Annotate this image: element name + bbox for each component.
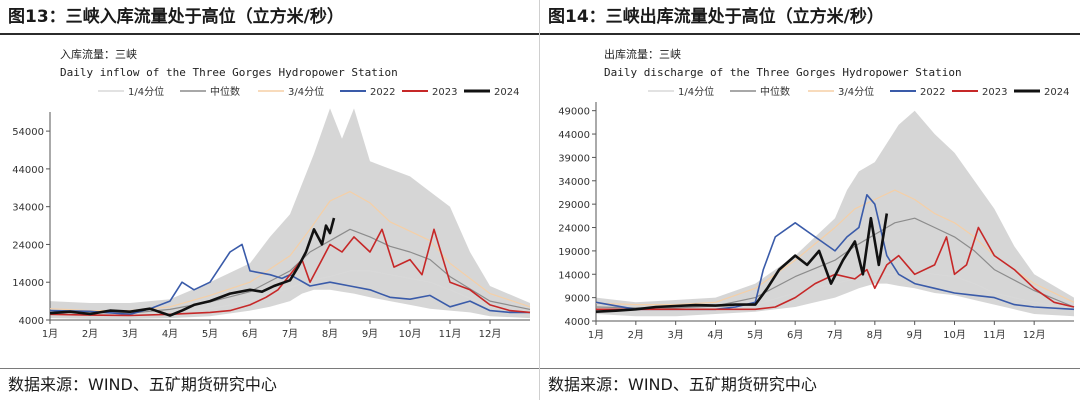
source-rule bbox=[540, 368, 1080, 369]
y-tick-label: 14000 bbox=[558, 270, 590, 281]
panel-discharge: 图14：三峡出库流量处于高位（立方米/秒） 出库流量：三峡 Daily disch… bbox=[540, 0, 1080, 400]
chart-title: 入库流量：三峡 bbox=[60, 47, 137, 61]
x-tick-label: 6月 bbox=[242, 328, 258, 340]
x-tick-label: 4月 bbox=[707, 329, 723, 341]
y-tick-label: 24000 bbox=[12, 240, 44, 251]
y-tick-label: 19000 bbox=[558, 247, 590, 258]
legend-label: 中位数 bbox=[760, 85, 790, 98]
series-line-2022 bbox=[49, 243, 530, 316]
discharge-chart: 出库流量：三峡 Daily discharge of the Three Gorg… bbox=[558, 47, 1075, 341]
y-tick-label: 4000 bbox=[565, 317, 590, 328]
series-line-1/4分位 bbox=[49, 270, 531, 317]
x-tick-label: 4月 bbox=[162, 328, 178, 340]
chart-subtitle: Daily discharge of the Three Gorges Hydr… bbox=[604, 66, 962, 79]
legend-label: 2023 bbox=[432, 87, 457, 98]
series-line-2022 bbox=[595, 194, 1075, 311]
x-tick-label: 3月 bbox=[122, 328, 138, 340]
inflow-chart: 入库流量：三峡 Daily inflow of the Three Gorges … bbox=[12, 47, 531, 340]
x-tick-label: 2月 bbox=[628, 329, 644, 341]
x-tick-label: 10月 bbox=[399, 328, 422, 340]
y-tick-label: 44000 bbox=[558, 130, 590, 141]
legend-label: 2022 bbox=[370, 87, 395, 98]
y-tick-label: 14000 bbox=[12, 278, 44, 289]
y-tick-label: 34000 bbox=[558, 177, 590, 188]
x-tick-label: 6月 bbox=[787, 329, 803, 341]
series-line-3/4分位 bbox=[595, 189, 1075, 306]
x-tick-label: 11月 bbox=[983, 329, 1006, 341]
x-tick-label: 8月 bbox=[322, 328, 338, 340]
panel-inflow: 图13：三峡入库流量处于高位（立方米/秒） 入库流量：三峡 Daily inflo… bbox=[0, 7, 540, 394]
legend-label: 中位数 bbox=[210, 85, 240, 98]
y-tick-label: 39000 bbox=[558, 153, 590, 164]
x-tick-label: 5月 bbox=[747, 329, 763, 341]
range-band bbox=[596, 110, 1074, 317]
series-line-2024 bbox=[595, 213, 889, 313]
title-rule bbox=[0, 33, 540, 35]
x-tick-label: 8月 bbox=[867, 329, 883, 341]
series-line-2024 bbox=[49, 217, 336, 317]
legend-label: 3/4分位 bbox=[288, 85, 324, 98]
x-tick-label: 2月 bbox=[82, 328, 98, 340]
legend-label: 2022 bbox=[920, 87, 945, 98]
y-tick-label: 49000 bbox=[558, 107, 590, 118]
x-tick-label: 1月 bbox=[588, 329, 604, 341]
range-band bbox=[50, 108, 530, 319]
legend-label: 1/4分位 bbox=[128, 85, 164, 98]
y-tick-label: 4000 bbox=[19, 316, 44, 327]
chart-title: 出库流量：三峡 bbox=[604, 47, 681, 61]
x-tick-label: 5月 bbox=[202, 328, 218, 340]
legend-label: 2023 bbox=[982, 87, 1007, 98]
series-line-2023 bbox=[596, 226, 1075, 311]
x-tick-label: 1月 bbox=[42, 328, 58, 340]
title-rule bbox=[540, 33, 1080, 35]
chart-subtitle: Daily inflow of the Three Gorges Hydropo… bbox=[60, 66, 398, 79]
legend-label: 3/4分位 bbox=[838, 85, 874, 98]
series-line-3/4分位 bbox=[49, 191, 531, 312]
x-tick-label: 3月 bbox=[667, 329, 683, 341]
y-tick-label: 24000 bbox=[558, 224, 590, 235]
y-tick-label: 44000 bbox=[12, 165, 44, 176]
panel-divider bbox=[539, 0, 540, 400]
legend-label: 2024 bbox=[494, 87, 519, 98]
x-tick-label: 7月 bbox=[827, 329, 843, 341]
source-rule bbox=[0, 368, 540, 369]
x-tick-label: 7月 bbox=[282, 328, 298, 340]
x-tick-label: 12月 bbox=[1023, 329, 1046, 341]
y-tick-label: 54000 bbox=[12, 127, 44, 138]
figure-title-inflow: 图13：三峡入库流量处于高位（立方米/秒） bbox=[8, 7, 344, 27]
x-tick-label: 9月 bbox=[362, 328, 378, 340]
legend-label: 2024 bbox=[1044, 87, 1069, 98]
x-tick-label: 11月 bbox=[439, 328, 462, 340]
legend-label: 1/4分位 bbox=[678, 85, 714, 98]
y-tick-label: 29000 bbox=[558, 200, 590, 211]
y-tick-label: 34000 bbox=[12, 203, 44, 214]
source-note-inflow: 数据来源：WIND、五矿期货研究中心 bbox=[8, 375, 277, 394]
source-note-discharge: 数据来源：WIND、五矿期货研究中心 bbox=[548, 375, 817, 394]
x-tick-label: 10月 bbox=[943, 329, 966, 341]
figure-title-discharge: 图14：三峡出库流量处于高位（立方米/秒） bbox=[548, 7, 884, 27]
x-tick-label: 9月 bbox=[906, 329, 922, 341]
series-line-2023 bbox=[49, 228, 531, 317]
y-tick-label: 9000 bbox=[565, 294, 590, 305]
x-tick-label: 12月 bbox=[479, 328, 502, 340]
